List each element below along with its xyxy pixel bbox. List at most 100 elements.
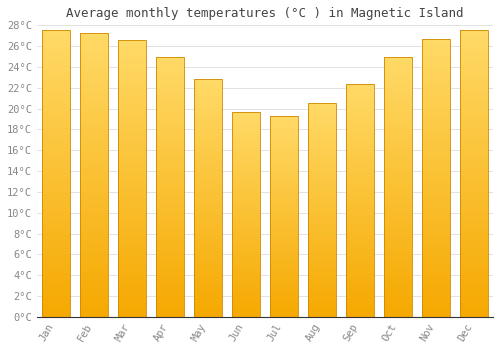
Bar [194, 113, 222, 115]
Bar [270, 168, 297, 170]
Bar [80, 144, 108, 146]
Bar [384, 304, 411, 307]
Bar [460, 291, 487, 294]
Bar [384, 254, 411, 257]
Bar [80, 291, 108, 294]
Bar [422, 64, 450, 66]
Bar [156, 213, 184, 215]
Bar [346, 263, 374, 266]
Bar [42, 228, 70, 231]
Bar [42, 217, 70, 219]
Bar [80, 189, 108, 192]
Bar [460, 165, 487, 168]
Bar [460, 208, 487, 211]
Bar [422, 44, 450, 47]
Bar [460, 300, 487, 303]
Bar [42, 154, 70, 156]
Bar [422, 56, 450, 58]
Bar [460, 308, 487, 311]
Bar [118, 295, 146, 298]
Bar [232, 163, 260, 165]
Bar [156, 283, 184, 286]
Bar [422, 247, 450, 250]
Bar [460, 42, 487, 45]
Bar [194, 146, 222, 148]
Bar [156, 171, 184, 174]
Bar [460, 217, 487, 219]
Bar [42, 74, 70, 76]
Bar [80, 90, 108, 92]
Bar [156, 114, 184, 117]
Bar [422, 186, 450, 189]
Bar [80, 274, 108, 277]
Bar [346, 221, 374, 224]
Bar [460, 197, 487, 199]
Bar [460, 117, 487, 119]
Bar [384, 176, 411, 179]
Bar [194, 227, 222, 229]
Bar [156, 106, 184, 108]
Bar [384, 85, 411, 88]
Bar [422, 78, 450, 80]
Bar [156, 296, 184, 299]
Bar [422, 181, 450, 183]
Bar [42, 36, 70, 39]
Bar [80, 141, 108, 144]
Bar [42, 282, 70, 286]
Bar [308, 219, 336, 221]
Bar [118, 48, 146, 51]
Bar [270, 126, 297, 128]
Bar [118, 201, 146, 203]
Bar [232, 155, 260, 157]
Bar [80, 104, 108, 106]
Bar [118, 225, 146, 228]
Bar [194, 191, 222, 194]
Bar [42, 248, 70, 251]
Bar [194, 248, 222, 251]
Bar [42, 222, 70, 225]
Bar [80, 246, 108, 249]
Bar [194, 208, 222, 210]
Bar [384, 236, 411, 239]
Bar [270, 234, 297, 237]
Bar [308, 146, 336, 148]
Bar [460, 222, 487, 225]
Bar [384, 155, 411, 158]
Bar [384, 241, 411, 244]
Bar [460, 168, 487, 171]
Bar [118, 215, 146, 217]
Bar [460, 177, 487, 180]
Bar [156, 291, 184, 294]
Bar [42, 79, 70, 82]
Bar [346, 282, 374, 284]
Bar [308, 127, 336, 129]
Bar [270, 293, 297, 295]
Bar [308, 253, 336, 255]
Bar [270, 134, 297, 136]
Bar [346, 235, 374, 238]
Bar [460, 88, 487, 91]
Bar [42, 59, 70, 62]
Bar [118, 281, 146, 284]
Bar [42, 30, 70, 317]
Bar [80, 33, 108, 35]
Bar [270, 267, 297, 269]
Bar [194, 270, 222, 272]
Bar [346, 261, 374, 263]
Bar [118, 65, 146, 68]
Bar [42, 177, 70, 180]
Bar [232, 138, 260, 140]
Bar [270, 262, 297, 265]
Bar [80, 243, 108, 246]
Bar [232, 292, 260, 294]
Bar [118, 314, 146, 317]
Bar [346, 268, 374, 270]
Bar [194, 79, 222, 317]
Bar [156, 137, 184, 140]
Bar [42, 171, 70, 174]
Bar [232, 124, 260, 126]
Bar [308, 223, 336, 225]
Bar [80, 132, 108, 135]
Bar [118, 264, 146, 267]
Bar [422, 111, 450, 114]
